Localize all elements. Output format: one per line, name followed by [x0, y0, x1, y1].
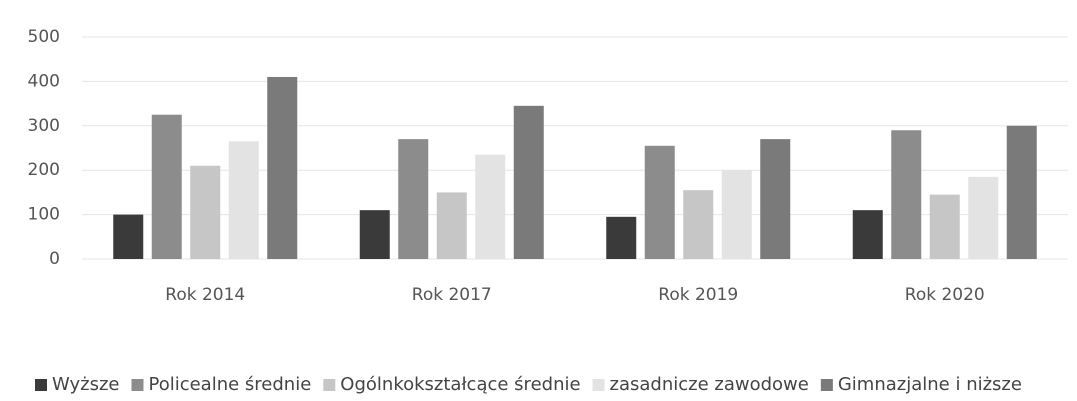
y-tick-label: 200 — [28, 160, 60, 180]
y-tick-label: 500 — [28, 27, 60, 47]
legend-label: Wyższe — [52, 374, 119, 395]
bar — [721, 170, 752, 259]
bar — [151, 114, 182, 259]
bar — [267, 76, 298, 260]
bar — [683, 190, 714, 259]
bar — [398, 139, 429, 259]
y-tick-label: 100 — [28, 205, 60, 225]
legend-swatch — [35, 379, 47, 391]
bar — [436, 192, 467, 259]
bar — [606, 216, 637, 259]
y-tick-label: 300 — [28, 116, 60, 136]
bar — [852, 210, 883, 259]
legend-label: Ogólnkokształcące średnie — [340, 374, 580, 395]
legend-label: Policealne średnie — [148, 374, 311, 395]
bar — [891, 130, 922, 259]
legend-swatch — [323, 379, 336, 391]
y-tick-label: 400 — [28, 71, 60, 91]
legend-label: zasadnicze zawodowe — [610, 374, 809, 395]
x-tick-label: Rok 2014 — [165, 285, 245, 305]
bar — [359, 210, 390, 259]
x-tick-label: Rok 2017 — [412, 285, 492, 305]
bar — [929, 194, 960, 259]
y-tick-label: 0 — [49, 249, 60, 269]
legend-swatch — [820, 379, 833, 391]
bar — [1006, 125, 1037, 259]
legend-swatch — [592, 379, 605, 391]
bar — [113, 214, 144, 259]
bar — [644, 145, 675, 259]
bar — [190, 165, 221, 259]
bar — [475, 154, 506, 259]
bar — [228, 141, 259, 259]
x-tick-label: Rok 2020 — [905, 285, 985, 305]
bar — [760, 139, 791, 259]
legend-label: Gimnazjalne i niższe — [838, 374, 1022, 395]
bar — [968, 176, 999, 259]
bar — [513, 105, 544, 259]
legend-swatch — [131, 379, 144, 391]
x-tick-label: Rok 2019 — [658, 285, 738, 305]
